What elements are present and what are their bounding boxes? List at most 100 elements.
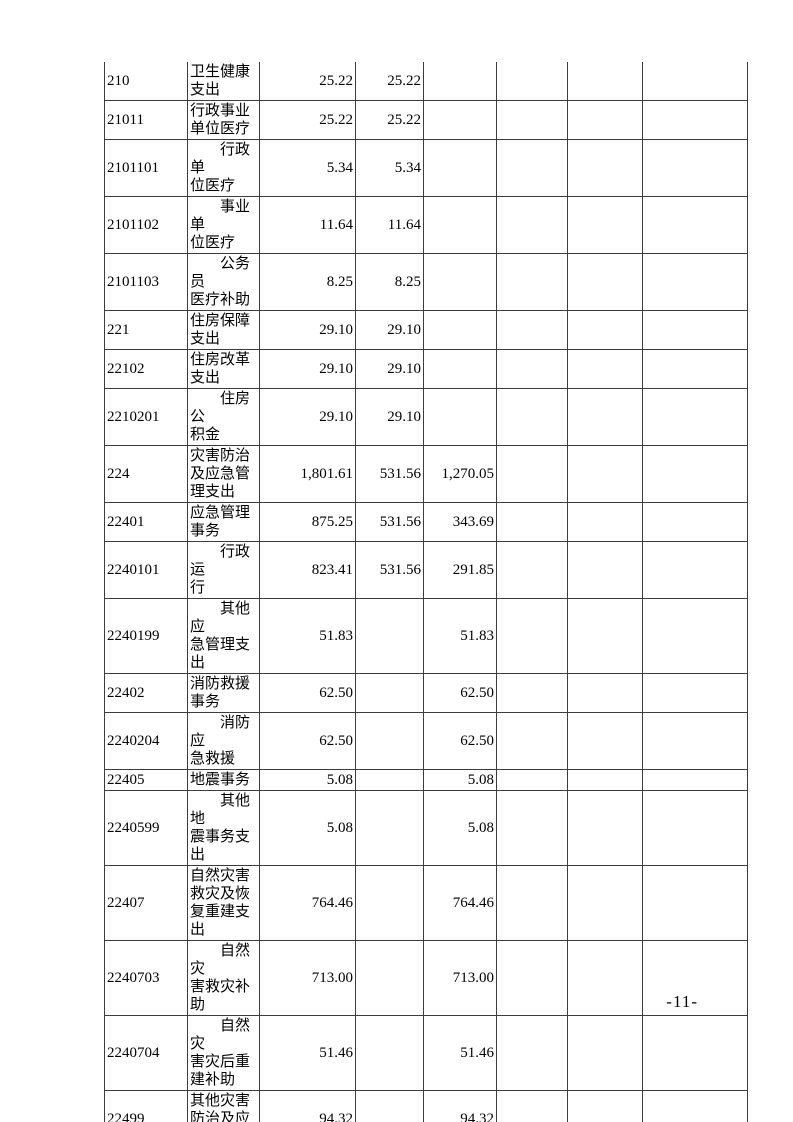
cell-value-1: 29.10: [259, 388, 356, 446]
cell-empty-1: [496, 541, 568, 599]
cell-empty-2: [567, 865, 643, 941]
cell-value-3: [423, 62, 497, 101]
cell-value-3: [423, 139, 497, 197]
cell-value-1: 5.08: [259, 769, 356, 791]
cell-name: 其他灾害 防治及应 急管理支: [187, 1090, 260, 1122]
cell-value-2: [355, 790, 424, 866]
cell-value-2: 531.56: [355, 541, 424, 599]
cell-value-3: 51.46: [423, 1015, 497, 1091]
cell-empty-2: [567, 1090, 643, 1122]
cell-empty-1: [496, 790, 568, 866]
table-row: 2240599 其他地 震事务支 出 5.08 5.08: [104, 790, 748, 866]
cell-value-1: 1,801.61: [259, 445, 356, 503]
table-row: 224 灾害防治 及应急管 理支出 1,801.61 531.56 1,270.…: [104, 445, 748, 503]
cell-value-1: 29.10: [259, 310, 356, 350]
cell-value-2: 29.10: [355, 310, 424, 350]
cell-empty-1: [496, 598, 568, 674]
cell-code: 221: [104, 310, 188, 350]
cell-value-1: 29.10: [259, 349, 356, 389]
cell-empty-3: [642, 790, 748, 866]
cell-empty-1: [496, 940, 568, 1016]
cell-value-1: 11.64: [259, 196, 356, 254]
budget-table: 210 卫生健康 支出 25.22 25.22 21011 行政事业 单位医疗 …: [104, 62, 748, 1122]
table-row: 21011 行政事业 单位医疗 25.22 25.22: [104, 100, 748, 140]
cell-empty-3: [642, 139, 748, 197]
cell-value-3: [423, 196, 497, 254]
cell-value-1: 62.50: [259, 712, 356, 770]
table-row: 22401 应急管理 事务 875.25 531.56 343.69: [104, 502, 748, 542]
cell-empty-1: [496, 310, 568, 350]
cell-empty-2: [567, 139, 643, 197]
cell-value-2: 8.25: [355, 253, 424, 311]
cell-code: 22407: [104, 865, 188, 941]
cell-value-1: 5.34: [259, 139, 356, 197]
cell-empty-3: [642, 940, 748, 1016]
cell-value-1: 62.50: [259, 673, 356, 713]
table-body: 210 卫生健康 支出 25.22 25.22 21011 行政事业 单位医疗 …: [104, 62, 748, 1122]
cell-value-2: 5.34: [355, 139, 424, 197]
cell-name: 行政事业 单位医疗: [187, 100, 260, 140]
cell-code: 2101101: [104, 139, 188, 197]
cell-name: 应急管理 事务: [187, 502, 260, 542]
cell-value-3: 291.85: [423, 541, 497, 599]
table-row: 2101101 行政单 位医疗 5.34 5.34: [104, 139, 748, 197]
cell-value-1: 25.22: [259, 62, 356, 101]
table-row: 2210201 住房公 积金 29.10 29.10: [104, 388, 748, 446]
cell-value-2: 29.10: [355, 388, 424, 446]
cell-value-1: 8.25: [259, 253, 356, 311]
cell-value-1: 713.00: [259, 940, 356, 1016]
cell-value-2: [355, 769, 424, 791]
cell-code: 22102: [104, 349, 188, 389]
cell-value-1: 764.46: [259, 865, 356, 941]
cell-value-2: [355, 598, 424, 674]
cell-value-2: [355, 865, 424, 941]
cell-code: 22402: [104, 673, 188, 713]
table-row: 210 卫生健康 支出 25.22 25.22: [104, 62, 748, 101]
cell-code: 2240703: [104, 940, 188, 1016]
cell-code: 2210201: [104, 388, 188, 446]
cell-value-2: 531.56: [355, 445, 424, 503]
cell-name: 其他地 震事务支 出: [187, 790, 260, 866]
cell-empty-3: [642, 598, 748, 674]
cell-code: 2240101: [104, 541, 188, 599]
cell-empty-2: [567, 445, 643, 503]
cell-empty-1: [496, 502, 568, 542]
cell-value-1: 51.83: [259, 598, 356, 674]
cell-empty-3: [642, 769, 748, 791]
cell-empty-2: [567, 502, 643, 542]
cell-empty-1: [496, 769, 568, 791]
cell-empty-1: [496, 1015, 568, 1091]
cell-code: 2240704: [104, 1015, 188, 1091]
table-row: 221 住房保障 支出 29.10 29.10: [104, 310, 748, 350]
cell-empty-1: [496, 445, 568, 503]
cell-empty-1: [496, 349, 568, 389]
cell-empty-2: [567, 253, 643, 311]
cell-empty-1: [496, 253, 568, 311]
cell-empty-2: [567, 388, 643, 446]
cell-name: 卫生健康 支出: [187, 62, 260, 101]
cell-code: 21011: [104, 100, 188, 140]
cell-value-2: [355, 940, 424, 1016]
table-row: 2240704 自然灾 害灾后重 建补助 51.46 51.46: [104, 1015, 748, 1091]
cell-empty-2: [567, 712, 643, 770]
cell-empty-2: [567, 62, 643, 101]
cell-value-2: [355, 1015, 424, 1091]
cell-empty-2: [567, 598, 643, 674]
cell-value-2: 29.10: [355, 349, 424, 389]
cell-value-3: [423, 310, 497, 350]
cell-empty-3: [642, 502, 748, 542]
cell-name: 自然灾 害灾后重 建补助: [187, 1015, 260, 1091]
cell-empty-2: [567, 790, 643, 866]
cell-value-3: 343.69: [423, 502, 497, 542]
cell-empty-2: [567, 100, 643, 140]
cell-name: 事业单 位医疗: [187, 196, 260, 254]
cell-name: 消防应 急救援: [187, 712, 260, 770]
cell-empty-3: [642, 712, 748, 770]
table-row: 2240703 自然灾 害救灾补 助 713.00 713.00: [104, 940, 748, 1016]
cell-value-2: 11.64: [355, 196, 424, 254]
cell-value-3: [423, 100, 497, 140]
table-row: 22499 其他灾害 防治及应 急管理支 94.32 94.32: [104, 1090, 748, 1122]
cell-empty-2: [567, 349, 643, 389]
cell-value-2: [355, 712, 424, 770]
cell-code: 22401: [104, 502, 188, 542]
